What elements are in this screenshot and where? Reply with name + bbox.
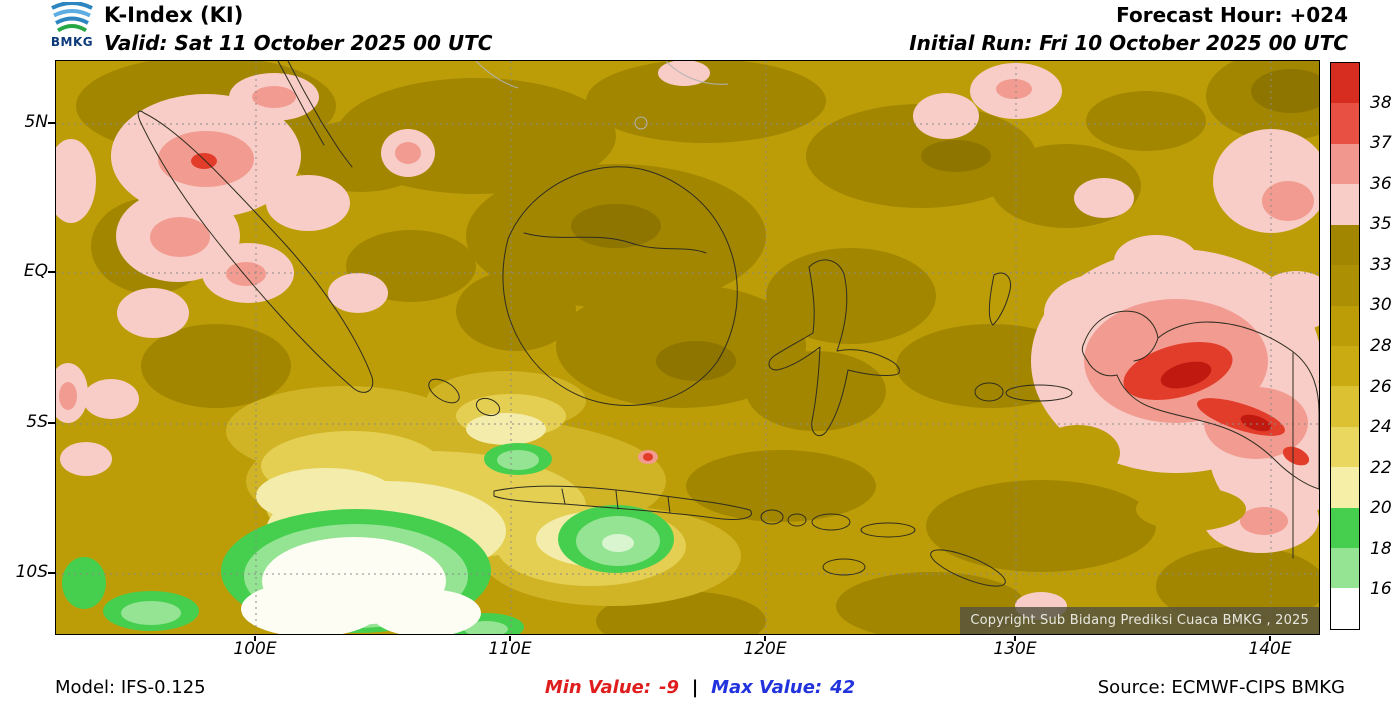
colorbar-tick-label: 22 bbox=[1370, 457, 1392, 478]
colorbar-tick-label: 16 bbox=[1370, 579, 1392, 600]
colorbar-segment bbox=[1331, 63, 1359, 104]
min-value: -9 bbox=[659, 677, 680, 698]
colorbar-segments bbox=[1330, 62, 1360, 630]
x-axis-label-130e: 130E bbox=[993, 639, 1037, 659]
initial-run: Initial Run: Fri 10 October 2025 00 UTC bbox=[909, 31, 1348, 55]
minmax-summary: Min Value: -9 | Max Value: 42 bbox=[0, 677, 1400, 698]
valid-time: Valid: Sat 11 October 2025 00 UTC bbox=[104, 31, 493, 55]
kindex-map: Copyright Sub Bidang Prediksi Cuaca BMKG… bbox=[55, 60, 1320, 635]
y-tick-5s bbox=[48, 422, 55, 424]
x-axis-label-120e: 120E bbox=[743, 639, 787, 659]
colorbar-tick-label: 28 bbox=[1370, 336, 1392, 356]
bmkg-logo-text: BMKG bbox=[50, 35, 94, 49]
y-axis-label-5s: 5S bbox=[26, 412, 48, 432]
x-tick-110e bbox=[509, 636, 511, 641]
y-axis-label-eq: EQ bbox=[23, 261, 48, 281]
kindex-map-svg bbox=[56, 61, 1319, 634]
y-axis-label-5n: 5N bbox=[24, 112, 48, 132]
forecast-hour: Forecast Hour: +024 bbox=[1116, 3, 1348, 27]
y-tick-eq bbox=[48, 271, 55, 273]
colorbar-tick-label: 24 bbox=[1370, 417, 1392, 438]
colorbar-tick-label: 26 bbox=[1370, 376, 1392, 397]
colorbar-segment bbox=[1331, 467, 1359, 508]
colorbar-segment bbox=[1331, 548, 1359, 589]
model-label: Model: IFS-0.125 bbox=[55, 677, 206, 698]
colorbar-segment bbox=[1331, 143, 1359, 185]
x-axis-label-100e: 100E bbox=[233, 639, 277, 659]
minmax-separator: | bbox=[691, 677, 699, 698]
colorbar-segment bbox=[1331, 426, 1359, 468]
colorbar-tick-label: 20 bbox=[1370, 498, 1392, 519]
y-axis-label-10s: 10S bbox=[15, 562, 48, 582]
x-axis-label-110e: 110E bbox=[488, 639, 532, 659]
colorbar-segment bbox=[1331, 184, 1359, 225]
bmkg-logo: BMKG bbox=[44, 2, 100, 49]
x-tick-140e bbox=[1269, 636, 1271, 641]
colorbar-tick-label: 38 bbox=[1370, 92, 1392, 113]
colorbar-segment bbox=[1331, 588, 1359, 629]
y-tick-5n bbox=[48, 122, 55, 124]
source-label: Source: ECMWF-CIPS BMKG bbox=[1097, 677, 1345, 698]
colorbar-segment bbox=[1331, 103, 1359, 144]
colorbar-segment bbox=[1331, 386, 1359, 427]
x-tick-130e bbox=[1014, 636, 1016, 641]
colorbar-segment bbox=[1331, 265, 1359, 306]
x-tick-100e bbox=[254, 636, 256, 641]
x-axis-label-140e: 140E bbox=[1248, 639, 1292, 659]
page-title: K-Index (KI) bbox=[104, 3, 244, 27]
bmkg-logo-icon bbox=[51, 2, 93, 33]
colorbar-tick-label: 18 bbox=[1370, 538, 1392, 559]
x-tick-120e bbox=[764, 636, 766, 641]
min-value-label: Min Value: bbox=[544, 677, 652, 698]
copyright-overlay: Copyright Sub Bidang Prediksi Cuaca BMKG… bbox=[960, 607, 1319, 634]
colorbar-tick-label: 30 bbox=[1370, 295, 1392, 316]
max-value-label: Max Value: bbox=[711, 677, 823, 698]
colorbar-segment bbox=[1331, 224, 1359, 266]
colorbar-tick-label: 36 bbox=[1370, 173, 1392, 194]
colorbar-tick-label: 37 bbox=[1370, 133, 1392, 154]
colorbar-segment bbox=[1331, 507, 1359, 549]
colorbar-segment bbox=[1331, 305, 1359, 346]
max-value: 42 bbox=[830, 677, 856, 698]
colorbar-tick-label: 35 bbox=[1370, 214, 1392, 235]
colorbar-segment bbox=[1331, 345, 1359, 387]
y-tick-10s bbox=[48, 572, 55, 574]
colorbar-tick-label: 33 bbox=[1370, 254, 1392, 275]
